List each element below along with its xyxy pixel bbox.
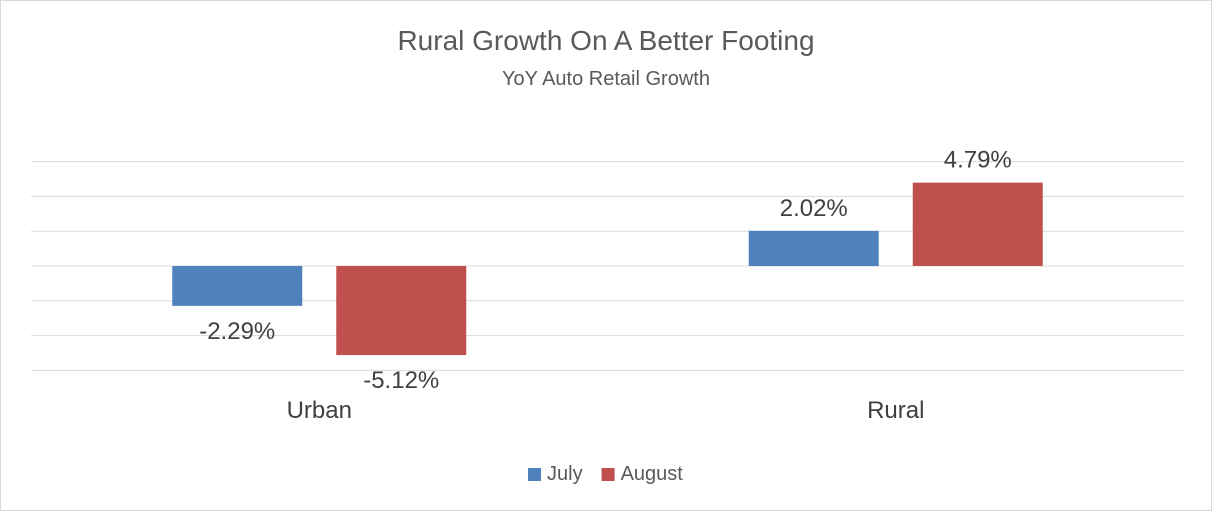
bar-august-urban — [336, 266, 467, 356]
data-label-august-rural: 4.79% — [944, 147, 1012, 174]
category-label-urban: Urban — [287, 397, 352, 424]
legend-label-july: July — [547, 463, 583, 485]
bar-july-rural — [748, 230, 879, 266]
bar-july-urban — [172, 266, 303, 306]
data-label-july-urban: -2.29% — [199, 318, 275, 345]
data-label-july-rural: 2.02% — [780, 195, 848, 222]
legend-swatch-july — [528, 468, 541, 481]
legend: July August — [528, 463, 683, 485]
bar-august-rural — [912, 182, 1043, 266]
bars — [172, 182, 1043, 356]
chart-subtitle: YoY Auto Retail Growth — [502, 68, 710, 90]
legend-swatch-august — [601, 468, 615, 481]
data-labels: -2.29% -5.12% 2.02% 4.79% — [199, 147, 1012, 394]
chart-title: Rural Growth On A Better Footing — [397, 25, 814, 56]
legend-label-august: August — [621, 463, 684, 485]
category-label-rural: Rural — [867, 397, 924, 424]
category-labels: Urban Rural — [287, 397, 925, 424]
data-label-august-urban: -5.12% — [363, 367, 439, 394]
